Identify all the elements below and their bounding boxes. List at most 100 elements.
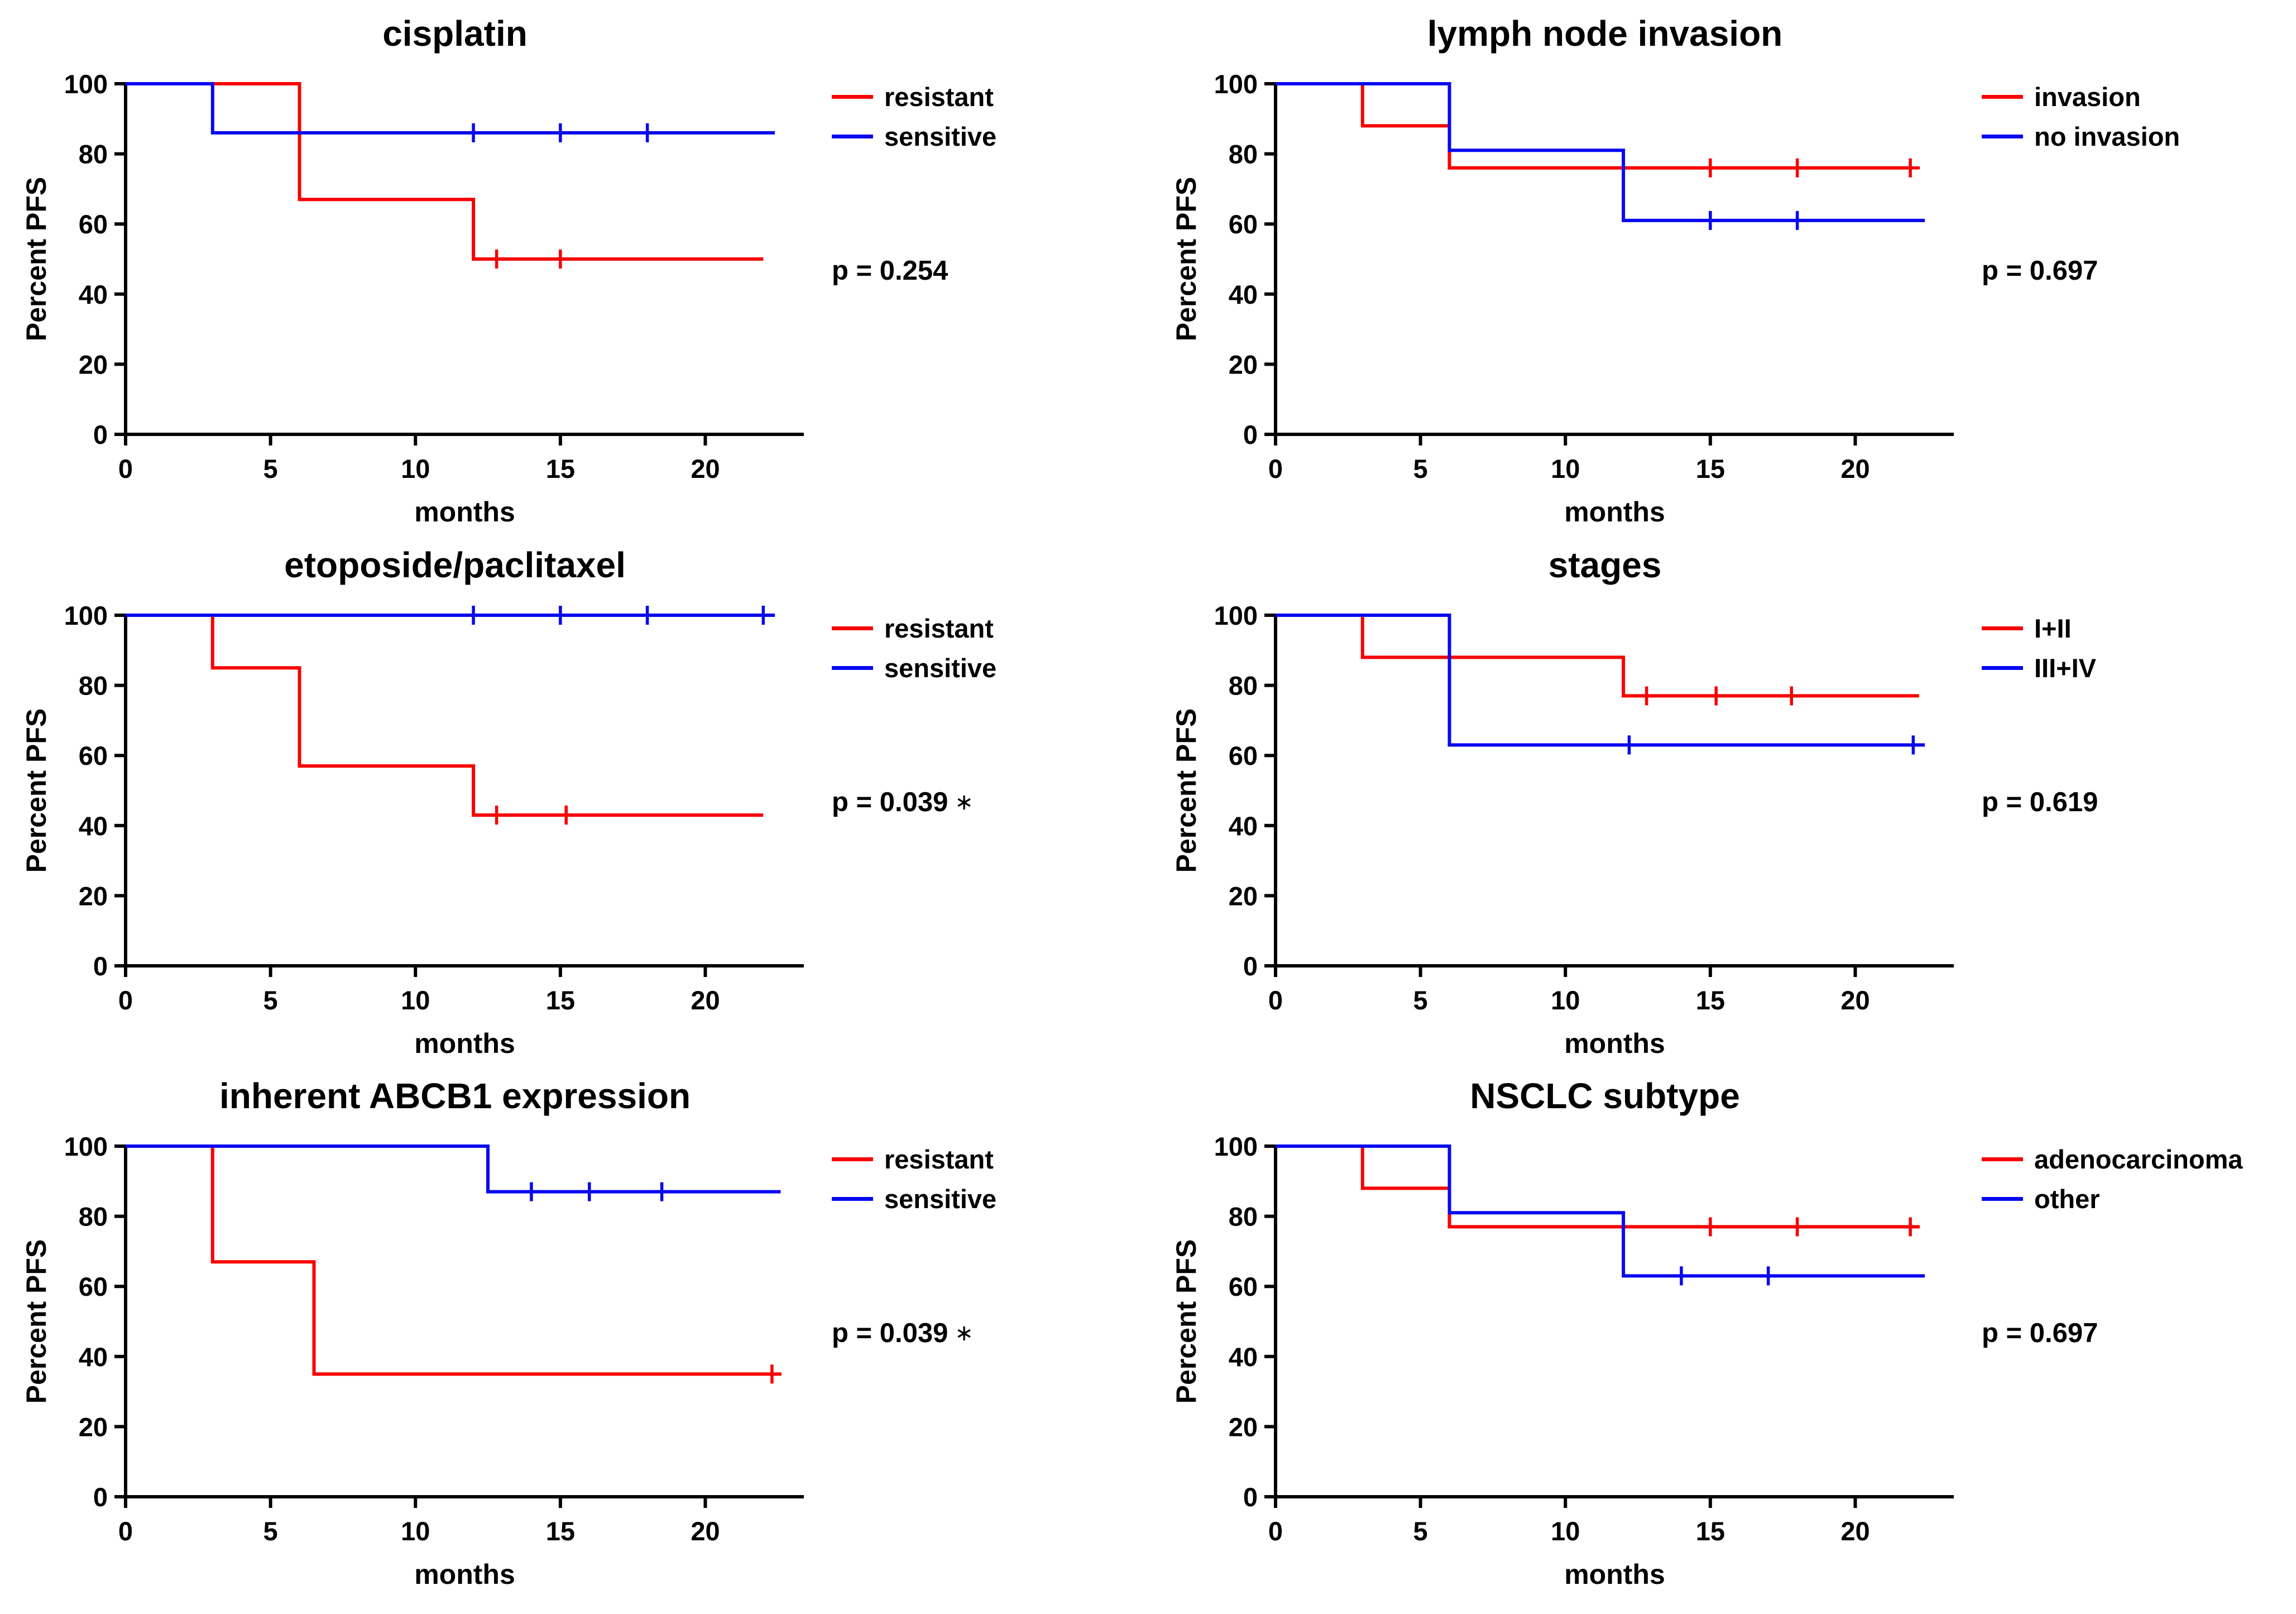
x-axis-label: months	[414, 1559, 515, 1590]
y-tick-label: 60	[79, 1272, 108, 1302]
legend-label: sensitive	[884, 122, 997, 151]
x-tick-label: 20	[691, 454, 720, 483]
p-value: p = 0.039 ∗	[832, 787, 1167, 818]
y-tick-label: 80	[79, 670, 108, 700]
p-value: p = 0.697	[1982, 255, 2296, 286]
y-axis-label: Percent PFS	[21, 177, 52, 342]
legend-item: sensitive	[832, 1184, 1167, 1214]
x-tick-label: 15	[1696, 454, 1725, 483]
chart-panel-lymph-node-invasion: lymph node invasion 0 20 40 60 80 100 0 5 10 15 20…	[1167, 10, 2296, 542]
p-value-text: p = 0.619	[1982, 787, 2098, 817]
x-tick-label: 10	[401, 454, 430, 483]
x-tick-label: 10	[1551, 985, 1580, 1015]
legend-swatch-red	[832, 1157, 873, 1162]
y-tick-label: 20	[1229, 349, 1258, 379]
x-tick-label: 5	[263, 454, 278, 483]
legend-label: other	[2034, 1184, 2100, 1214]
legend: resistant sensitive	[832, 82, 1167, 152]
chart-title: NSCLC subtype	[1470, 1076, 1740, 1117]
legend-swatch-blue	[1982, 665, 2023, 670]
y-tick-label: 20	[79, 881, 108, 911]
legend: resistant sensitive	[832, 613, 1167, 683]
legend-swatch-blue	[1982, 135, 2023, 138]
chart-panel-stages: stages 0 20 40 60 80 100 0 5 10 15 20 months Percent…	[1167, 542, 2296, 1073]
km-plot-lymph-node-invasion: 0 20 40 60 80 100 0 5 10 15 20 months Percent PFS	[1171, 69, 1954, 528]
chart-title: inherent ABCB1 expression	[219, 1076, 691, 1117]
x-axis-label: months	[414, 496, 515, 528]
y-tick-label: 40	[1229, 1342, 1258, 1372]
x-tick-label: 20	[691, 1516, 720, 1546]
legend-swatch-red	[832, 626, 873, 630]
legend-item: III+IV	[1982, 653, 2296, 683]
y-tick-label: 80	[1229, 140, 1258, 169]
y-tick-label: 80	[79, 140, 108, 169]
chart-title: etoposide/paclitaxel	[284, 544, 626, 585]
legend-label: resistant	[884, 613, 994, 643]
y-tick-label: 40	[79, 1342, 108, 1372]
p-value: p = 0.254	[832, 255, 1167, 286]
legend-panel: resistant sensitive p = 0.254	[826, 82, 1167, 286]
x-tick-label: 10	[401, 1516, 430, 1546]
legend-panel: resistant sensitive p = 0.039 ∗	[826, 613, 1167, 818]
legend-item: resistant	[832, 613, 1167, 644]
legend-label: no invasion	[2034, 122, 2180, 151]
km-plot-cisplatin: 0 20 40 60 80 100 0 5 10 15 20 months Percent PFS	[21, 69, 804, 528]
x-tick-label: 15	[1696, 1516, 1725, 1546]
significance-asterisk: ∗	[955, 1321, 974, 1346]
y-tick-label: 60	[1229, 741, 1258, 770]
y-tick-label: 20	[79, 349, 108, 379]
plot-column: lymph node invasion 0 20 40 60 80 100 0 5 10 15 20…	[1167, 10, 1976, 529]
series-line-resistant	[126, 82, 764, 261]
y-tick-label: 60	[79, 741, 108, 770]
y-tick-label: 80	[1229, 1202, 1258, 1232]
plot-column: inherent ABCB1 expression 0 20 40 60 80 100 0 5…	[17, 1072, 826, 1592]
legend-item: resistant	[832, 1144, 1167, 1175]
y-tick-label: 0	[1243, 951, 1258, 981]
y-axis-label: Percent PFS	[21, 708, 52, 873]
legend-item: adenocarcinoma	[1982, 1144, 2296, 1175]
x-axis-label: months	[1564, 1028, 1665, 1059]
y-tick-label: 100	[1214, 1132, 1258, 1161]
legend-label: resistant	[884, 82, 994, 112]
legend-label: sensitive	[884, 653, 997, 683]
y-tick-label: 80	[79, 1202, 108, 1232]
legend-swatch-blue	[832, 665, 873, 670]
legend-item: resistant	[832, 82, 1167, 112]
p-value-text: p = 0.254	[832, 256, 948, 286]
y-axis-label: Percent PFS	[1171, 177, 1202, 342]
y-tick-label: 0	[93, 420, 108, 449]
y-tick-label: 80	[1229, 670, 1258, 700]
y-tick-label: 20	[1229, 1412, 1258, 1442]
km-plot-stages: 0 20 40 60 80 100 0 5 10 15 20 months Percent PFS	[1171, 601, 1954, 1059]
x-tick-label: 10	[1551, 454, 1580, 483]
legend-label: invasion	[2034, 82, 2141, 112]
chart-title: stages	[1548, 544, 1662, 585]
x-axis-label: months	[1564, 496, 1665, 528]
legend-label: resistant	[884, 1144, 994, 1175]
y-tick-label: 100	[64, 601, 108, 630]
y-tick-label: 20	[79, 1412, 108, 1442]
y-tick-label: 0	[93, 951, 108, 981]
y-tick-label: 40	[79, 811, 108, 840]
x-tick-label: 20	[1840, 1516, 1870, 1546]
x-tick-label: 0	[1268, 1516, 1283, 1546]
p-value: p = 0.697	[1982, 1318, 2296, 1349]
series-line-iii-iv	[1276, 613, 1925, 747]
y-axis-label: Percent PFS	[1171, 708, 1202, 873]
km-plot-inherent-abcb1-expression: 0 20 40 60 80 100 0 5 10 15 20 months Percent PFS	[21, 1132, 804, 1590]
series-line-adenocarcinoma	[1276, 1144, 1919, 1229]
x-tick-label: 15	[546, 454, 575, 483]
series-line-i-ii	[1276, 613, 1919, 698]
y-axis-label: Percent PFS	[21, 1239, 52, 1404]
km-plot-nsclc-subtype: 0 20 40 60 80 100 0 5 10 15 20 months Percent PFS	[1171, 1132, 1954, 1590]
x-tick-label: 10	[401, 985, 430, 1015]
x-tick-label: 0	[118, 985, 133, 1015]
series-line-no-invasion	[1276, 82, 1925, 222]
km-plot-etoposide-paclitaxel: 0 20 40 60 80 100 0 5 10 15 20 months Percent PFS	[21, 601, 804, 1059]
y-tick-label: 0	[93, 1482, 108, 1512]
x-tick-label: 5	[1413, 1516, 1428, 1546]
chart-panel-inherent-abcb1-expression: inherent ABCB1 expression 0 20 40 60 80 100 0 5…	[17, 1072, 1167, 1604]
y-tick-label: 40	[79, 280, 108, 309]
series-line-resistant	[126, 1144, 781, 1376]
